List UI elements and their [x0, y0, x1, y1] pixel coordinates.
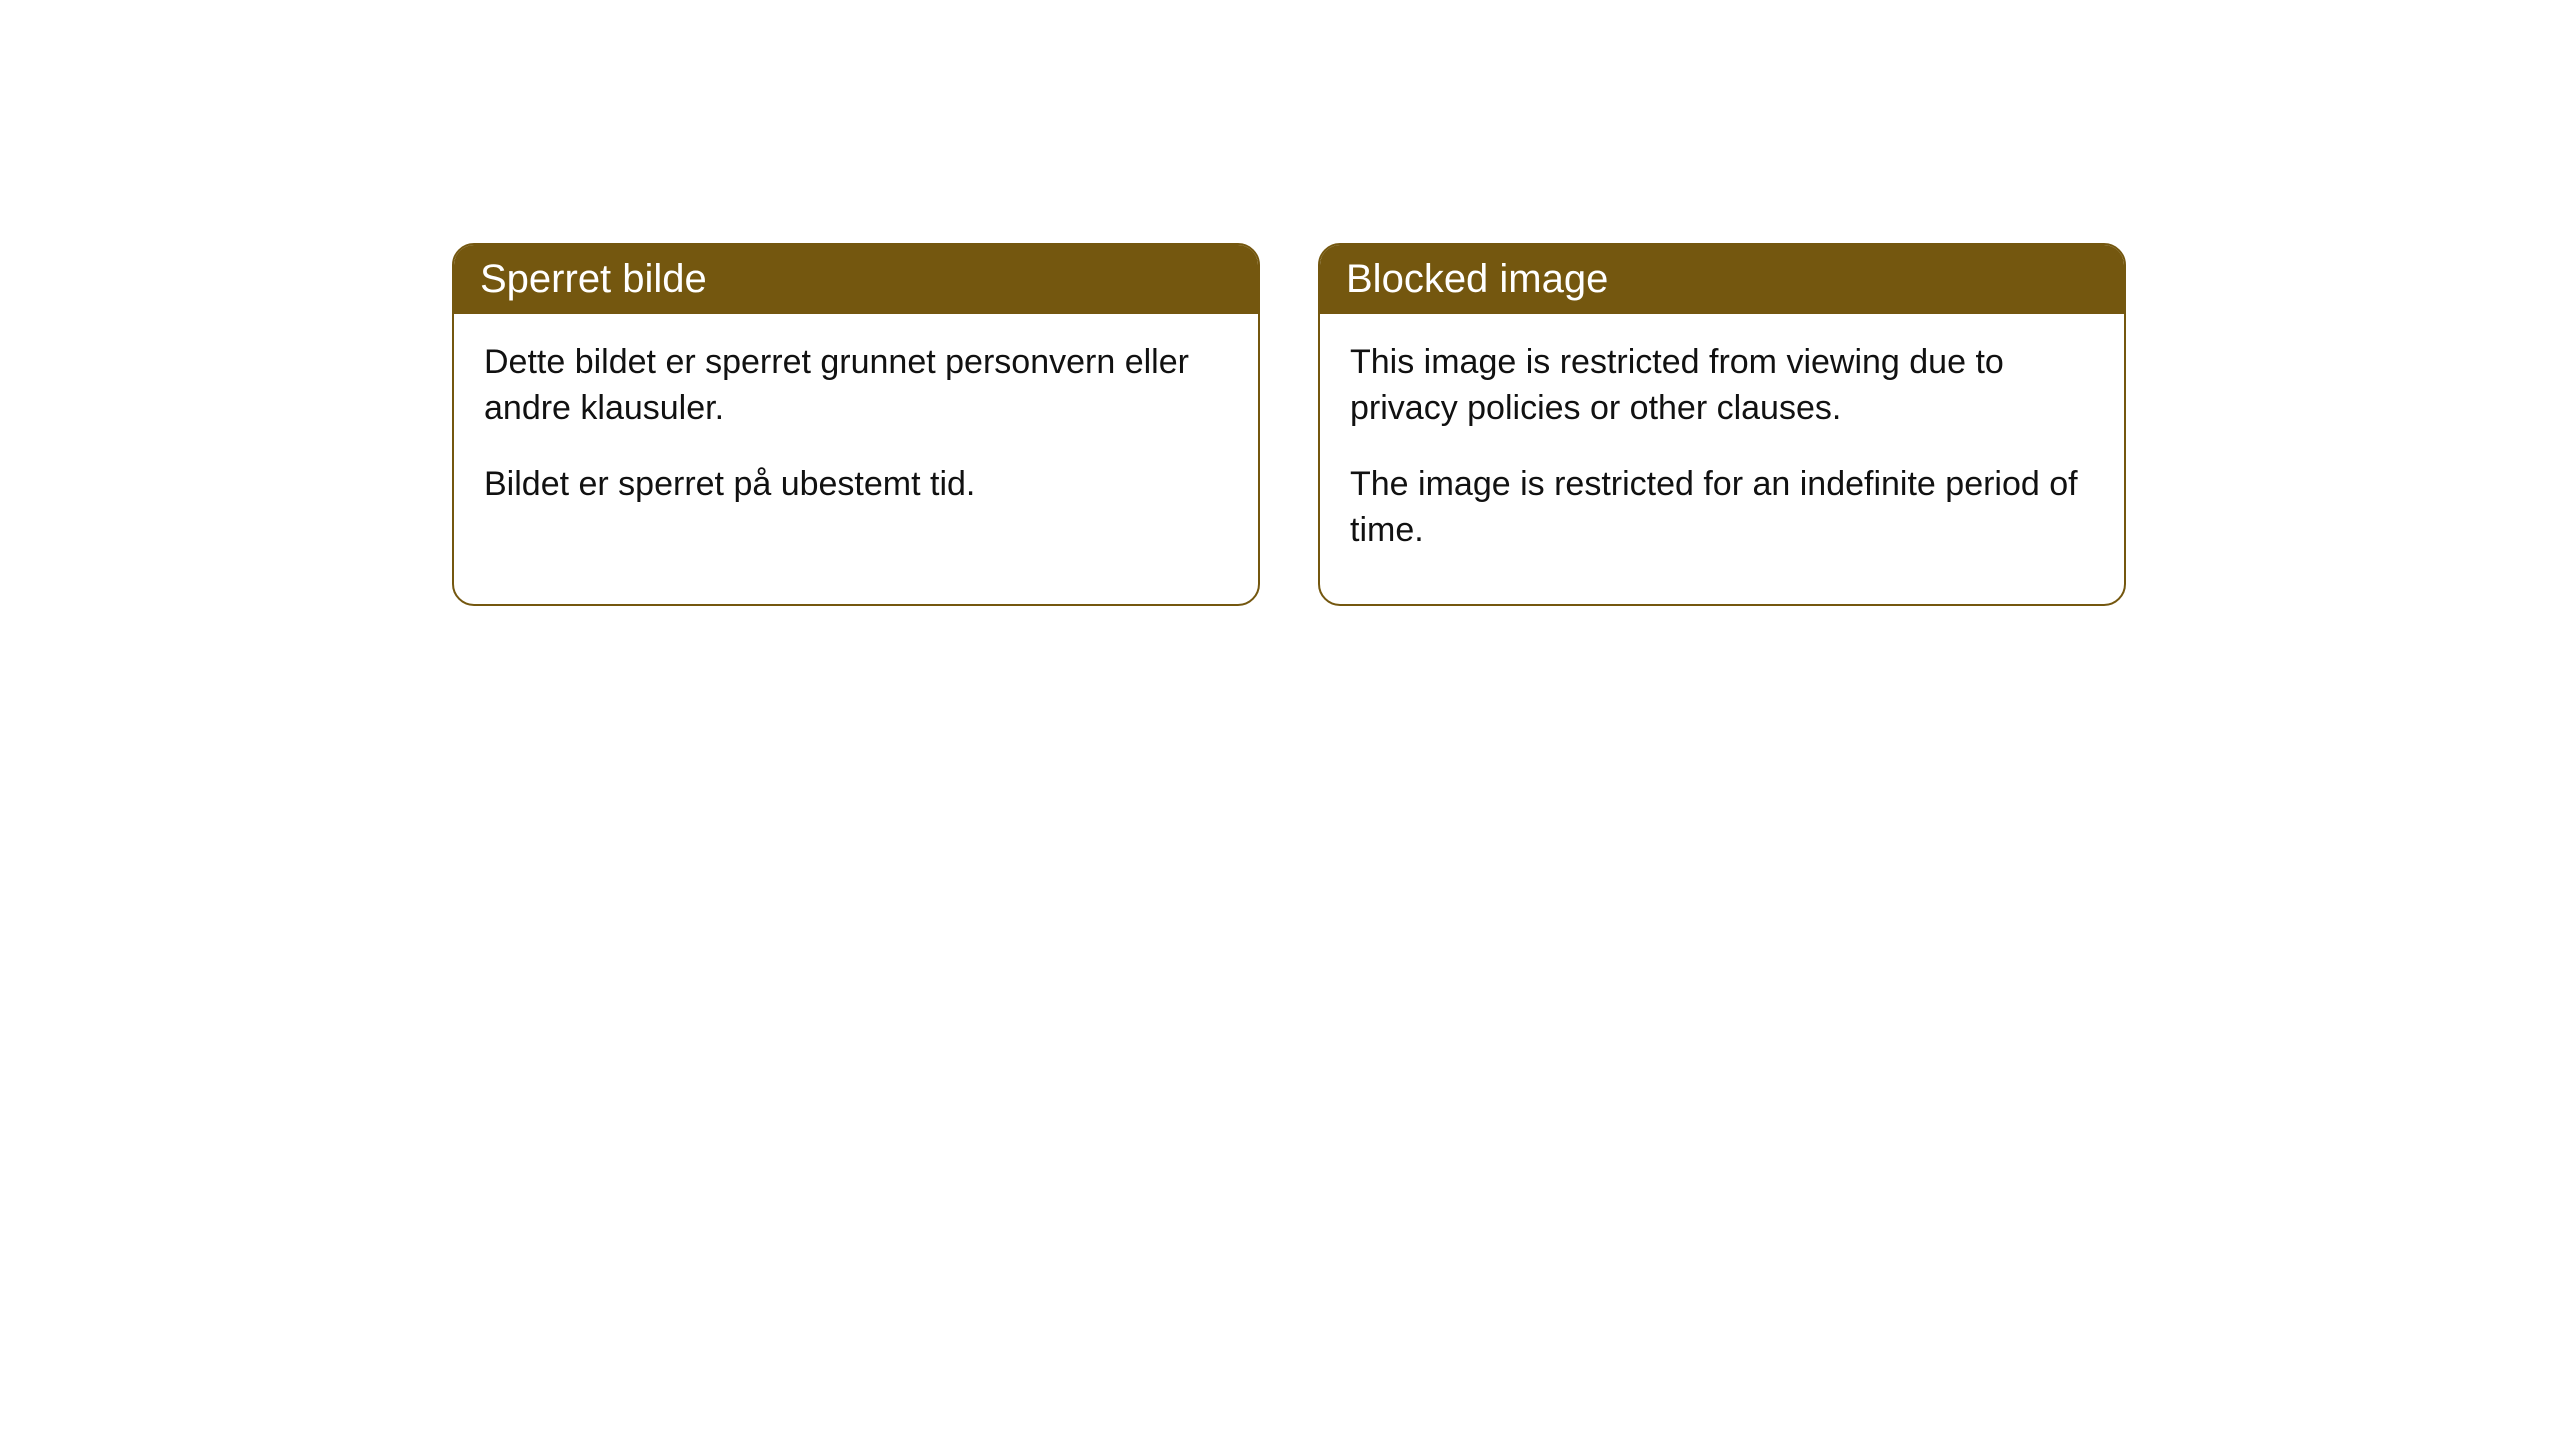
card-english: Blocked image This image is restricted f… — [1318, 243, 2126, 606]
card-title: Blocked image — [1346, 257, 1608, 301]
card-body-english: This image is restricted from viewing du… — [1320, 314, 2124, 604]
card-header-english: Blocked image — [1320, 245, 2124, 314]
cards-container: Sperret bilde Dette bildet er sperret gr… — [0, 0, 2560, 606]
card-header-norwegian: Sperret bilde — [454, 245, 1258, 314]
card-paragraph-1: Dette bildet er sperret grunnet personve… — [484, 340, 1228, 432]
card-paragraph-2: Bildet er sperret på ubestemt tid. — [484, 462, 1228, 508]
card-body-norwegian: Dette bildet er sperret grunnet personve… — [454, 314, 1258, 558]
card-paragraph-1: This image is restricted from viewing du… — [1350, 340, 2094, 432]
card-title: Sperret bilde — [480, 257, 707, 301]
card-paragraph-2: The image is restricted for an indefinit… — [1350, 462, 2094, 554]
card-norwegian: Sperret bilde Dette bildet er sperret gr… — [452, 243, 1260, 606]
